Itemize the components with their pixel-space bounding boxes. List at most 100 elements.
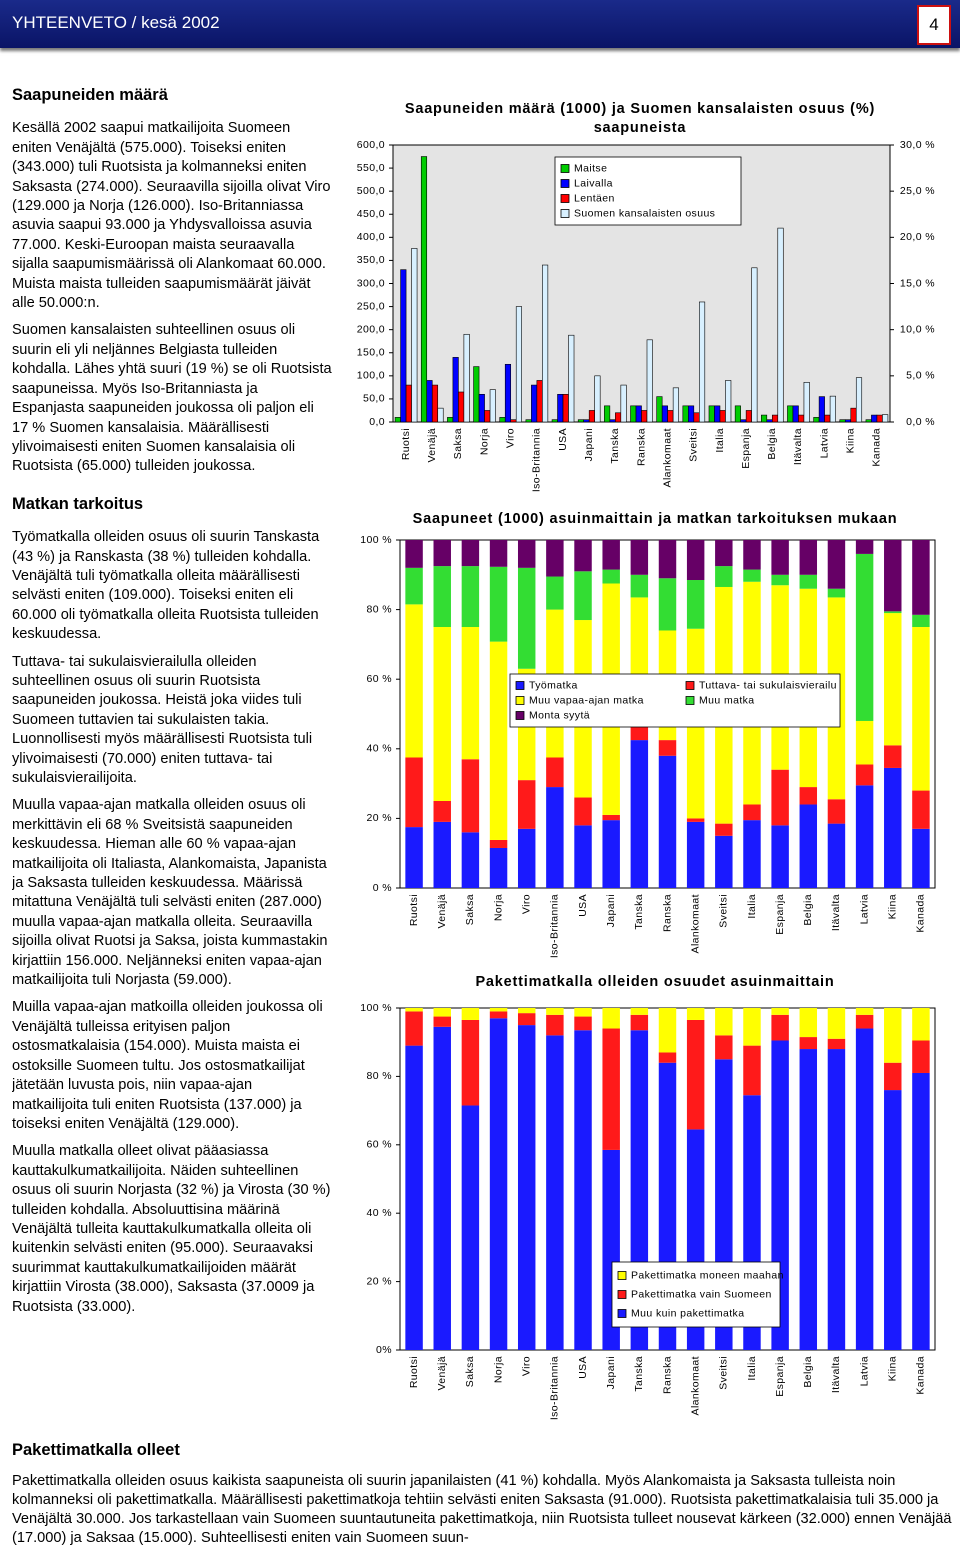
bar <box>844 419 852 423</box>
paragraph: Kesällä 2002 saapui matkailijoita Suomee… <box>12 120 331 312</box>
bar-segment <box>433 1026 451 1350</box>
bar-segment <box>686 540 705 581</box>
bar <box>688 405 695 423</box>
paragraph: Suomen kansalaisten suhteellinen osuus o… <box>12 322 332 475</box>
y2-tick-label: 30,0 % <box>900 139 935 151</box>
bar-segment <box>827 588 846 598</box>
bar-segment <box>884 1090 902 1350</box>
bar-segment <box>827 799 846 824</box>
legend-label: Suomen kansalaisten osuus <box>574 207 715 219</box>
x-tick-label: Venäjä <box>426 428 438 463</box>
bar-segment <box>461 540 480 567</box>
x-tick-label: Alankomaat <box>689 894 701 953</box>
x-tick-label: Norja <box>492 894 504 921</box>
legend-label: Tuttava- tai sukulaisvierailu <box>699 679 837 691</box>
bar <box>798 414 805 423</box>
bar-segment <box>771 1014 789 1041</box>
bar-segment <box>658 740 677 756</box>
y2-tick-label: 0,0 % <box>906 416 935 428</box>
bar-segment <box>546 1014 564 1036</box>
bar-segment <box>884 1008 902 1063</box>
bar <box>682 405 689 423</box>
legend-swatch <box>617 1290 627 1299</box>
bar-segment <box>574 825 592 888</box>
chart-title: Pakettimatkalla olleiden osuudet asuinma… <box>475 974 835 990</box>
y2-tick-label: 5,0 % <box>906 370 935 382</box>
bar-segment <box>743 540 761 570</box>
bar <box>829 395 836 423</box>
x-tick-label: Ruotsi <box>408 894 420 926</box>
bar <box>871 414 878 423</box>
bar-segment <box>686 1019 705 1130</box>
bar-segment <box>912 1008 930 1041</box>
bar-segment <box>546 787 564 888</box>
bar <box>525 419 532 423</box>
bar-segment <box>602 814 620 821</box>
bar <box>855 377 863 423</box>
bar <box>725 380 732 423</box>
bar-segment <box>715 1035 733 1060</box>
bar-segment <box>546 1008 564 1015</box>
legend-label: Laivalla <box>574 177 613 189</box>
bar <box>452 357 459 423</box>
bottom-text: Pakettimatkalla olleet Pakettimatkalla ol… <box>12 1441 952 1548</box>
bar <box>609 419 616 423</box>
bar <box>504 363 512 423</box>
bar-segment <box>743 1008 761 1046</box>
bar-segment <box>855 540 874 554</box>
section-heading: Saapuneiden määrä <box>12 86 168 104</box>
y-tick-label: 100 % <box>360 1002 392 1014</box>
bar <box>394 417 401 423</box>
bar <box>656 396 663 423</box>
bar <box>594 375 601 423</box>
bar-segment <box>827 1049 846 1350</box>
bar-segment <box>405 540 423 568</box>
bar <box>876 414 883 423</box>
paragraph: Pakettimatkalla olleiden osuus kaikista … <box>12 1473 952 1546</box>
bar <box>577 419 584 423</box>
bar-segment <box>799 1008 818 1038</box>
y-tick-label: 600,0 <box>357 139 385 151</box>
bar-segment <box>405 1011 423 1046</box>
y-tick-label: 100,0 <box>357 370 385 382</box>
bar <box>489 389 496 423</box>
bar-segment <box>630 1008 649 1015</box>
bar-segment <box>405 1045 423 1350</box>
bar-segment <box>517 1013 536 1026</box>
bar-segment <box>855 1028 874 1350</box>
bar <box>557 393 564 423</box>
bar-segment <box>461 1008 480 1020</box>
bar <box>484 410 491 423</box>
legend-swatch <box>560 194 570 203</box>
bar-segment <box>912 627 930 791</box>
x-tick-label: Japani <box>605 1356 617 1389</box>
bar-segment <box>771 825 789 888</box>
bar-segment <box>658 1008 677 1053</box>
bar <box>473 366 480 423</box>
y-tick-label: 400,0 <box>357 231 385 243</box>
bar-segment <box>855 785 874 888</box>
y-tick-label: 500,0 <box>357 185 385 197</box>
bar <box>714 405 721 423</box>
bar-segment <box>602 1008 620 1029</box>
legend-label: Työmatka <box>529 679 578 691</box>
y-tick-label: 80 % <box>366 1070 392 1082</box>
bar <box>839 419 846 423</box>
bar <box>437 407 444 423</box>
x-tick-label: Belgia <box>766 428 778 460</box>
legend-label: Lentäen <box>574 192 615 204</box>
bar-segment <box>405 1008 423 1012</box>
y-tick-label: 60 % <box>366 673 392 685</box>
bar-segment <box>630 740 649 888</box>
header-title: YHTEENVETO / kesä 2002 <box>12 13 220 32</box>
bar-segment <box>630 540 649 575</box>
bar-segment <box>799 540 818 575</box>
bar <box>542 264 549 423</box>
bar-segment <box>433 801 451 822</box>
x-tick-label: Belgia <box>802 1356 814 1388</box>
bar <box>515 306 522 423</box>
bar-segment <box>715 540 733 567</box>
x-tick-label: Venäjä <box>436 894 448 929</box>
